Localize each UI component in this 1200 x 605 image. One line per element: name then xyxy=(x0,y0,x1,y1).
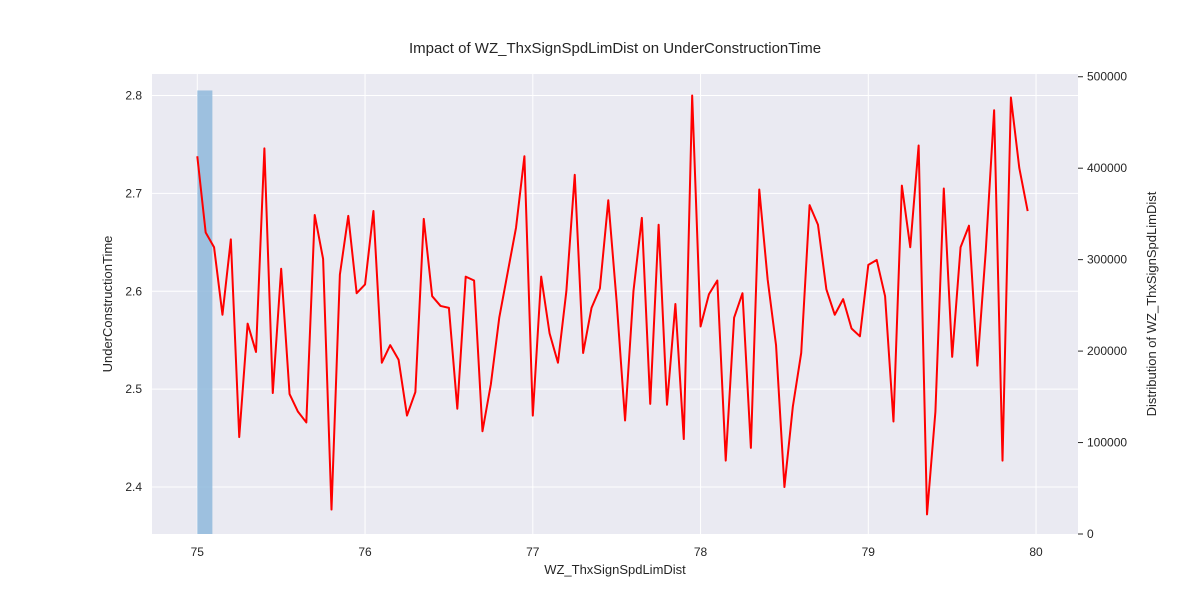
x-tick-label: 75 xyxy=(191,545,205,559)
chart-title: Impact of WZ_ThxSignSpdLimDist on UnderC… xyxy=(409,40,821,57)
y-tick-label: 2.6 xyxy=(125,284,142,298)
y2-tick-label: 300000 xyxy=(1087,253,1127,267)
histogram-bars xyxy=(197,90,213,534)
y2-tick-label: 200000 xyxy=(1087,344,1127,358)
grid-lines xyxy=(152,74,1078,534)
line-series xyxy=(196,94,1029,516)
x-tick-label: 79 xyxy=(862,545,876,559)
y2-tick-label: 0 xyxy=(1087,527,1094,541)
x-tick-label: 76 xyxy=(358,545,372,559)
series-line xyxy=(196,94,1029,516)
x-tick-label: 78 xyxy=(694,545,708,559)
histogram-bar xyxy=(197,90,213,534)
x-tick-labels: 75 76 77 78 79 80 xyxy=(191,545,1043,559)
y2-tick-label: 400000 xyxy=(1087,161,1127,175)
y2-tick-label: 100000 xyxy=(1087,436,1127,450)
x-axis-label: WZ_ThxSignSpdLimDist xyxy=(544,562,686,577)
plot-background xyxy=(152,74,1078,534)
y2-tick-label: 500000 xyxy=(1087,70,1127,84)
x-tick-label: 80 xyxy=(1029,545,1043,559)
y-tick-labels: 2.4 2.5 2.6 2.7 2.8 xyxy=(125,89,142,494)
y-tick-label: 2.8 xyxy=(125,89,142,103)
x-tick-label: 77 xyxy=(526,545,540,559)
y2-tick-labels: 0 100000 200000 300000 400000 500000 xyxy=(1078,70,1127,541)
y-tick-label: 2.5 xyxy=(125,382,142,396)
y2-axis-label: Distribution of WZ_ThxSignSpdLimDist xyxy=(1144,191,1159,416)
y-tick-label: 2.4 xyxy=(125,480,142,494)
y-axis-label: UnderConstructionTime xyxy=(100,236,115,373)
y-tick-label: 2.7 xyxy=(125,186,142,200)
